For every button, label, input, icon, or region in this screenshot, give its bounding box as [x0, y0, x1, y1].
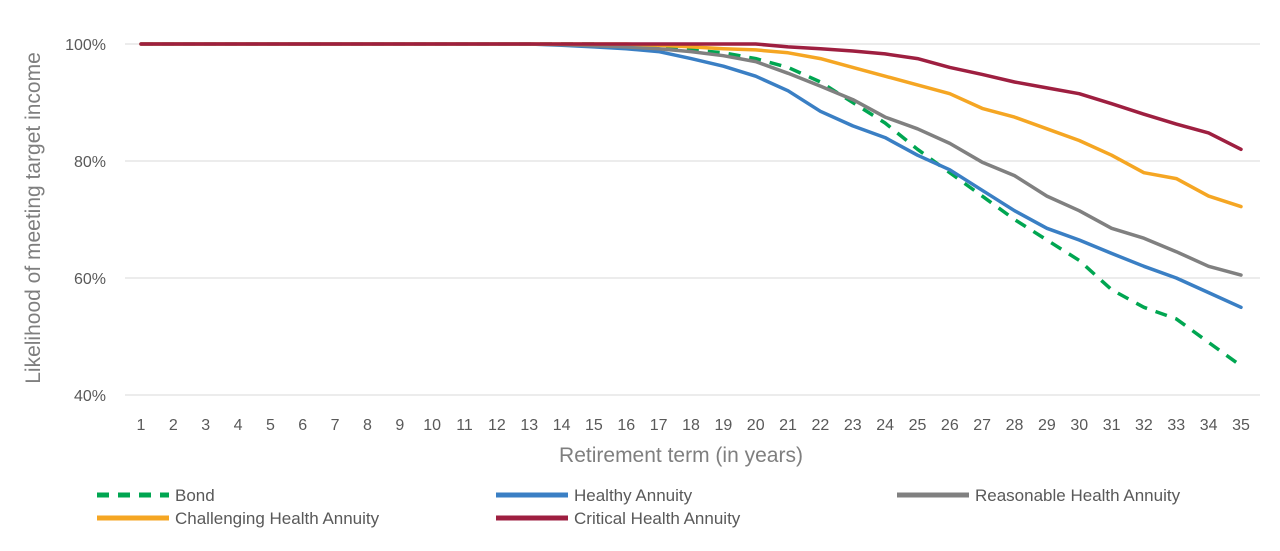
series-line-healthy-annuity [139, 42, 1243, 310]
x-tick-label: 25 [909, 417, 927, 434]
legend-label: Challenging Health Annuity [175, 509, 380, 528]
x-tick-label: 27 [973, 417, 991, 434]
x-tick-label: 26 [941, 417, 959, 434]
x-tick-label: 30 [1070, 417, 1088, 434]
x-tick-label: 32 [1135, 417, 1153, 434]
x-tick-label: 21 [779, 417, 797, 434]
x-tick-label: 4 [234, 417, 243, 434]
legend: Bond Healthy Annuity Reasonable Health Ann… [97, 486, 1181, 528]
x-tick-label: 28 [1006, 417, 1024, 434]
x-tick-label: 1 [137, 417, 146, 434]
legend-label: Reasonable Health Annuity [975, 486, 1181, 505]
x-tick-label: 16 [617, 417, 635, 434]
y-axis-title: Likelihood of meeting target income [22, 52, 45, 384]
series-line-challenging-health-annuity [139, 42, 1243, 209]
x-tick-label: 12 [488, 417, 506, 434]
x-tick-label: 9 [395, 417, 404, 434]
x-tick-label: 17 [650, 417, 668, 434]
x-tick-label: 31 [1103, 417, 1121, 434]
x-tick-label: 11 [456, 417, 473, 434]
x-tick-label: 3 [201, 417, 210, 434]
x-tick-label: 18 [682, 417, 700, 434]
x-tick-label: 15 [585, 417, 603, 434]
y-tick-label: 60% [74, 271, 106, 288]
x-tick-label: 13 [520, 417, 538, 434]
y-axis-ticks: 40% 60% 80% 100% [65, 37, 106, 405]
x-tick-label: 20 [747, 417, 765, 434]
y-tick-label: 100% [65, 37, 106, 54]
x-axis-ticks: 1 2 3 4 5 6 7 8 9 10 11 12 13 14 15 16 17 18 19 20 21 22 23 24 2… [137, 417, 1250, 434]
x-tick-label: 6 [298, 417, 307, 434]
legend-label: Healthy Annuity [574, 486, 693, 505]
series-line-critical-health-annuity [139, 42, 1243, 152]
x-tick-label: 14 [553, 417, 571, 434]
y-tick-label: 80% [74, 154, 106, 171]
x-axis-title: Retirement term (in years) [559, 444, 803, 467]
x-tick-label: 24 [876, 417, 894, 434]
x-tick-label: 22 [812, 417, 830, 434]
x-tick-label: 2 [169, 417, 178, 434]
x-tick-label: 7 [331, 417, 340, 434]
x-tick-label: 33 [1167, 417, 1185, 434]
x-tick-label: 8 [363, 417, 372, 434]
x-tick-label: 35 [1232, 417, 1250, 434]
x-tick-label: 5 [266, 417, 275, 434]
legend-label: Bond [175, 486, 215, 505]
x-tick-label: 19 [714, 417, 732, 434]
legend-label: Critical Health Annuity [574, 509, 741, 528]
x-tick-label: 23 [844, 417, 862, 434]
x-tick-label: 29 [1038, 417, 1056, 434]
series-lines [139, 42, 1243, 368]
x-tick-label: 34 [1200, 417, 1218, 434]
y-tick-label: 40% [74, 388, 106, 405]
x-tick-label: 10 [423, 417, 441, 434]
